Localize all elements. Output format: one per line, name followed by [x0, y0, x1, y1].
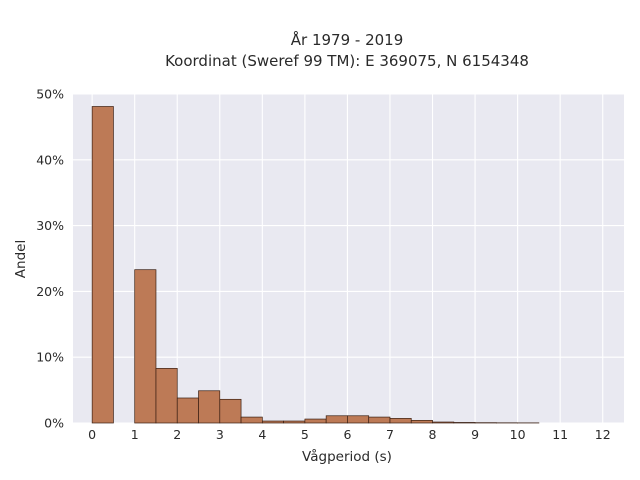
x-tick-label: 6	[343, 427, 351, 442]
histogram-bar	[283, 420, 306, 424]
y-tick-label: 40%	[36, 152, 64, 167]
x-tick-label: 2	[173, 427, 181, 442]
histogram-bar	[176, 397, 199, 424]
chart-title-line-2: Koordinat (Sweref 99 TM): E 369075, N 61…	[165, 52, 529, 70]
histogram-bar	[198, 390, 221, 424]
histogram-bar	[432, 421, 455, 424]
histogram-bar	[389, 418, 412, 424]
histogram-bar	[240, 416, 263, 424]
histogram-bar	[325, 415, 348, 424]
y-tick-label: 50%	[36, 87, 64, 102]
y-tick-label: 0%	[44, 416, 64, 431]
chart-title-line-1: År 1979 - 2019	[291, 30, 404, 49]
x-tick-label: 3	[216, 427, 224, 442]
y-tick-label: 10%	[36, 350, 64, 365]
histogram-bar	[219, 398, 242, 424]
y-tick-label: 30%	[36, 218, 64, 233]
x-tick-label: 5	[301, 427, 309, 442]
x-tick-label: 1	[131, 427, 139, 442]
x-tick-label: 8	[429, 427, 437, 442]
x-tick-label: 0	[88, 427, 96, 442]
x-tick-label: 10	[510, 427, 526, 442]
y-tick-label: 20%	[36, 284, 64, 299]
y-axis-ticks: 0% 10% 20% 30% 40% 50%	[36, 87, 64, 431]
histogram-bar	[347, 415, 370, 424]
histogram-bar	[155, 368, 178, 424]
histogram-bar	[134, 269, 157, 424]
histogram-bar	[91, 106, 114, 424]
x-axis-label: Vågperiod (s)	[302, 448, 392, 465]
x-tick-label: 9	[471, 427, 479, 442]
histogram-bar	[368, 416, 391, 424]
x-tick-label: 12	[595, 427, 611, 442]
histogram-bar	[410, 420, 433, 424]
x-tick-label: 11	[552, 427, 568, 442]
y-axis-label: Andel	[13, 240, 29, 278]
histogram-bars	[91, 106, 540, 424]
histogram-bar	[304, 418, 327, 424]
x-axis-ticks: 0 1 2 3 4 5 6 7 8 9 10 11 12	[88, 427, 611, 442]
x-tick-label: 7	[386, 427, 394, 442]
histogram-bar	[453, 422, 476, 424]
x-tick-label: 4	[258, 427, 266, 442]
histogram-bar	[261, 420, 284, 424]
